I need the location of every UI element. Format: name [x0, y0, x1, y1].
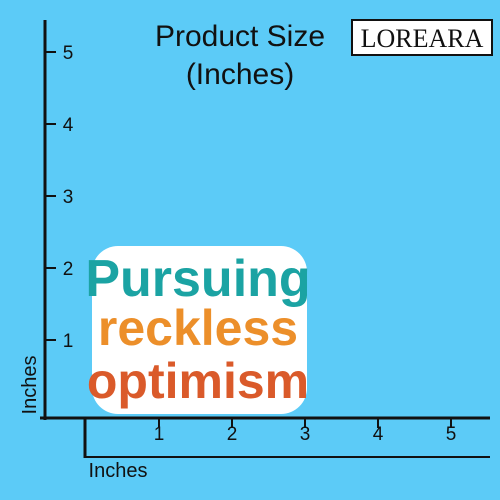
tick-label: 4	[63, 115, 74, 136]
ticks: 5 4 3 2 1 1 2 3 4 5	[45, 43, 456, 445]
tick-label: 4	[373, 424, 384, 445]
sticker-line: optimism	[87, 353, 309, 409]
tick-label: 3	[300, 424, 311, 445]
tick-label: 3	[63, 187, 74, 208]
axis-label: Inches	[19, 356, 41, 415]
brand: LOREARA	[361, 24, 484, 53]
sticker-line: Pursuing	[85, 250, 310, 308]
axis-label: Inches	[89, 460, 148, 482]
sticker-line: reckless	[98, 300, 298, 356]
tick-label: 5	[63, 43, 74, 64]
tick-label: 2	[227, 424, 238, 445]
tick-label: 1	[63, 331, 74, 352]
tick-label: 2	[63, 259, 74, 280]
tick-label: 5	[446, 424, 457, 445]
sticker-background	[92, 246, 307, 414]
tick-label: 1	[154, 424, 165, 445]
title-line: Product Size	[155, 20, 325, 53]
brand-box	[351, 19, 493, 56]
title-line: (Inches)	[186, 58, 294, 91]
